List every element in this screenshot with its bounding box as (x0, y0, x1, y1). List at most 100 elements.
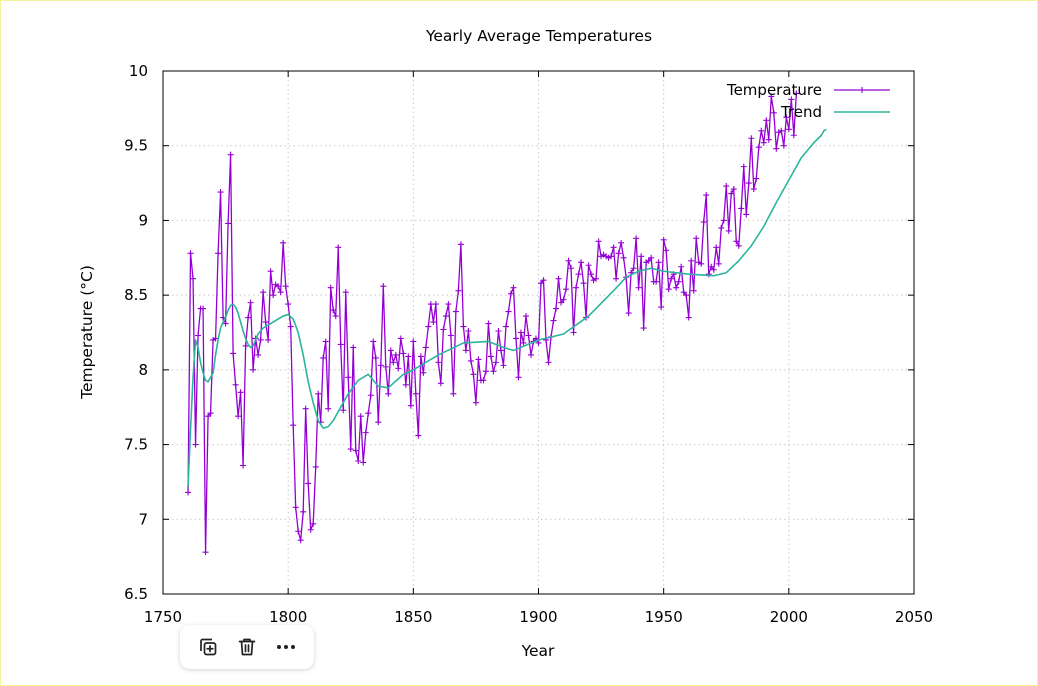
temperature-point (512, 335, 519, 342)
temperature-point (290, 422, 297, 429)
temperature-point (527, 351, 534, 358)
temperature-point (487, 353, 494, 360)
x-tick-label: 1950 (645, 608, 683, 626)
temperature-point (550, 317, 557, 324)
temperature-point (250, 366, 257, 373)
temperature-point (492, 359, 499, 366)
temperature-point (750, 186, 757, 193)
temperature-point (295, 528, 302, 535)
temperature-point (720, 217, 727, 224)
temperature-point (365, 410, 372, 417)
temperature-point (417, 353, 424, 360)
temperature-point (490, 368, 497, 375)
temperature-point (190, 275, 197, 282)
temperature-point (507, 290, 514, 297)
temperature-point (638, 253, 645, 260)
temperature-point (300, 508, 307, 515)
temperature-point (427, 301, 434, 308)
temperature-point (227, 151, 234, 158)
temperature-point (310, 520, 317, 527)
temperature-point (242, 342, 249, 349)
temperature-point (360, 459, 367, 466)
temperature-point (355, 458, 362, 465)
temperature-point (440, 326, 447, 333)
more-icon (274, 636, 298, 658)
y-tick-label: 10 (129, 62, 148, 80)
temperature-point (790, 132, 797, 139)
temperature-point (540, 277, 547, 284)
temperature-point (588, 271, 595, 278)
temperature-point (237, 389, 244, 396)
y-tick-label: 7 (138, 510, 148, 528)
temperature-point (215, 250, 222, 257)
temperature-point (655, 259, 662, 266)
temperature-point (730, 186, 737, 193)
temperature-point (262, 319, 269, 326)
floating-toolbar (180, 625, 314, 669)
temperature-point (442, 313, 449, 320)
temperature-point (257, 336, 264, 343)
temperature-point (713, 244, 720, 251)
legend: Temperature Trend (726, 81, 890, 121)
temperature-point (500, 362, 507, 369)
temperature-point (745, 180, 752, 187)
temperature-point (240, 462, 247, 469)
temperature-point (573, 284, 580, 291)
temperature-point (703, 192, 710, 199)
temperature-point (437, 380, 444, 387)
temperature-point (265, 336, 272, 343)
temperature-point (447, 332, 454, 339)
temperature-point (260, 289, 267, 296)
temperature-point (648, 254, 655, 261)
temperature-point (535, 339, 542, 346)
y-tick-label: 8 (138, 361, 148, 379)
temperature-point (292, 504, 299, 511)
duplicate-button[interactable] (192, 631, 224, 663)
temperature-point (462, 347, 469, 354)
chart-title: Yearly Average Temperatures (425, 27, 652, 45)
temperature-point (352, 447, 359, 454)
legend-label: Temperature (726, 81, 822, 99)
temperature-point (482, 368, 489, 375)
more-button[interactable] (270, 631, 302, 663)
y-axis-label: Temperature (°C) (78, 265, 96, 400)
temperature-point (222, 320, 229, 327)
temperature-point (412, 390, 419, 397)
temperature-point (517, 329, 524, 336)
temperature-point (502, 323, 509, 330)
temperature-point (555, 275, 562, 282)
temperature-point (330, 307, 337, 314)
temperature-point (245, 314, 252, 321)
temperature-point (665, 286, 672, 293)
temperature-point (375, 419, 382, 426)
temperature-point (668, 275, 675, 282)
temperature-point (725, 227, 732, 234)
temperature-point (760, 139, 767, 146)
temperature-point (788, 96, 795, 103)
temperature-point (397, 335, 404, 342)
temperature-point (585, 262, 592, 269)
temperature-point (377, 362, 384, 369)
temperature-point (485, 320, 492, 327)
trash-icon (236, 636, 258, 658)
temperature-point (247, 299, 254, 306)
temperature-point (678, 263, 685, 270)
temperature-point (285, 301, 292, 308)
temperature-point (765, 136, 772, 143)
temperature-point (630, 265, 637, 272)
temperature-point (402, 381, 409, 388)
temperature-point (202, 549, 209, 556)
temperature-point (520, 339, 527, 346)
temperature-point (455, 287, 462, 294)
temperature-point (232, 381, 239, 388)
temperature-point (200, 305, 207, 312)
temperature-point (390, 359, 397, 366)
temperature-point (710, 266, 717, 273)
temperature-point (718, 224, 725, 231)
temperature-point (553, 305, 560, 312)
delete-button[interactable] (231, 631, 263, 663)
x-tick-label: 2000 (770, 608, 808, 626)
temperature-point (640, 325, 647, 332)
temperature-point (608, 253, 615, 260)
temperature-point (683, 292, 690, 299)
